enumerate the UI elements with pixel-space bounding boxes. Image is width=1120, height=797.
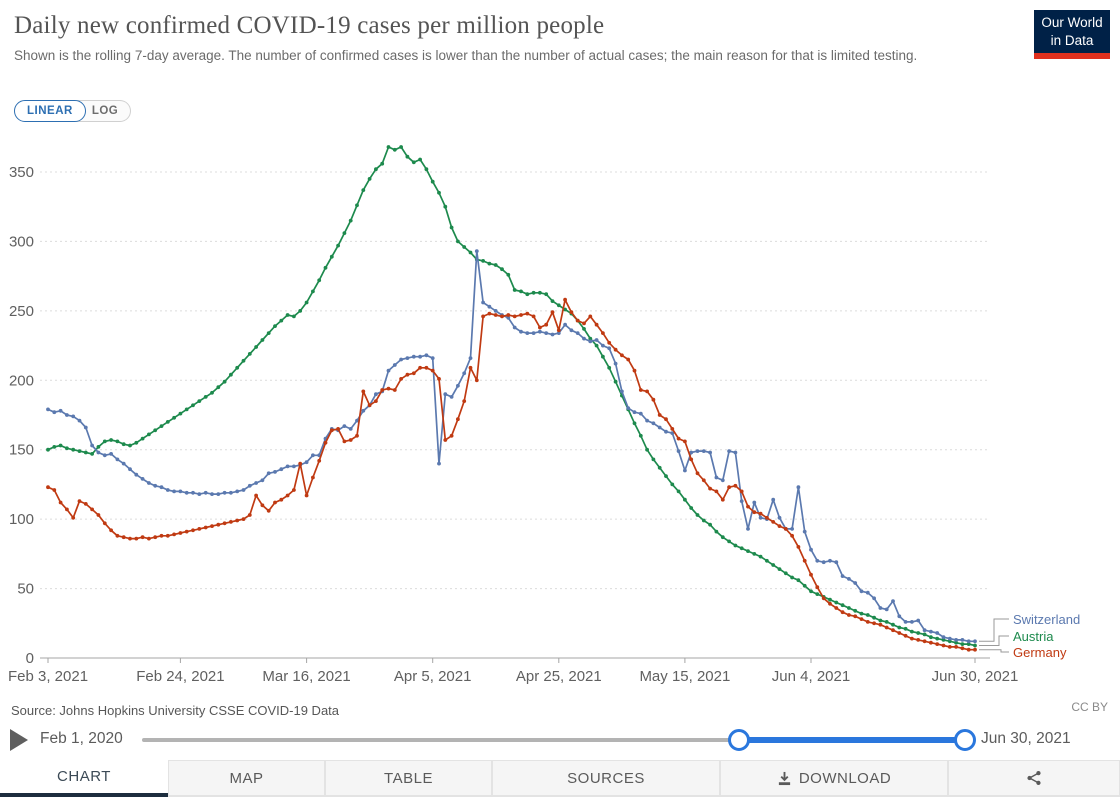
timeline-handle-start[interactable]: [728, 729, 750, 751]
svg-text:350: 350: [9, 164, 34, 181]
svg-text:Mar 16, 2021: Mar 16, 2021: [262, 668, 350, 685]
play-icon[interactable]: [10, 729, 28, 751]
tab-table[interactable]: TABLE: [325, 760, 492, 797]
legend-item-austria[interactable]: Austria: [1013, 629, 1054, 644]
owid-logo-redbar: [1034, 53, 1110, 59]
owid-logo[interactable]: Our World in Data: [1034, 10, 1110, 59]
page-subtitle: Shown is the rolling 7-day average. The …: [14, 48, 918, 63]
svg-text:100: 100: [9, 511, 34, 528]
svg-text:Jun 4, 2021: Jun 4, 2021: [772, 668, 850, 685]
covid-line-chart: 0 50 100 150 200 250 300 350 Feb 3, 2021 Feb 24, …: [8, 145, 1019, 685]
owid-logo-line2: in Data: [1050, 33, 1094, 48]
tab-download[interactable]: DOWNLOAD: [720, 760, 948, 797]
svg-text:Apr 25, 2021: Apr 25, 2021: [516, 668, 602, 685]
tab-bar: CHART MAP TABLE SOURCES DOWNLOAD: [0, 760, 1120, 797]
svg-text:Apr 5, 2021: Apr 5, 2021: [394, 668, 472, 685]
legend-item-germany[interactable]: Germany: [1013, 645, 1067, 660]
source-note: Source: Johns Hopkins University CSSE CO…: [11, 703, 340, 718]
svg-text:0: 0: [26, 650, 34, 667]
svg-text:Jun 30, 2021: Jun 30, 2021: [932, 668, 1019, 685]
svg-text:May 15, 2021: May 15, 2021: [639, 668, 730, 685]
page-title: Daily new confirmed COVID-19 cases per m…: [14, 12, 605, 39]
svg-text:300: 300: [9, 233, 34, 250]
linear-button[interactable]: LINEAR: [14, 100, 86, 122]
svg-text:200: 200: [9, 372, 34, 389]
share-icon: [1026, 770, 1042, 786]
timeline-selected-range[interactable]: [739, 737, 965, 743]
timeline-track[interactable]: [142, 738, 739, 742]
svg-text:250: 250: [9, 303, 34, 320]
scale-toggle: LINEAR LOG: [14, 100, 132, 122]
owid-logo-line1: Our World: [1041, 15, 1103, 30]
svg-text:150: 150: [9, 442, 34, 459]
svg-text:50: 50: [17, 581, 34, 598]
license-link[interactable]: CC BY: [1071, 700, 1108, 714]
svg-text:Feb 24, 2021: Feb 24, 2021: [136, 668, 224, 685]
timeline-start-label: Feb 1, 2020: [40, 730, 123, 747]
svg-text:Feb 3, 2021: Feb 3, 2021: [8, 668, 88, 685]
legend-item-switzerland[interactable]: Switzerland: [1013, 612, 1081, 627]
timeline-handle-end[interactable]: [954, 729, 976, 751]
tab-chart[interactable]: CHART: [0, 760, 168, 797]
log-button[interactable]: LOG: [75, 100, 132, 122]
tab-map[interactable]: MAP: [168, 760, 325, 797]
tab-share[interactable]: [948, 760, 1120, 797]
tab-sources[interactable]: SOURCES: [492, 760, 720, 797]
timeline-end-label: Jun 30, 2021: [981, 730, 1071, 747]
download-icon: [777, 771, 792, 786]
